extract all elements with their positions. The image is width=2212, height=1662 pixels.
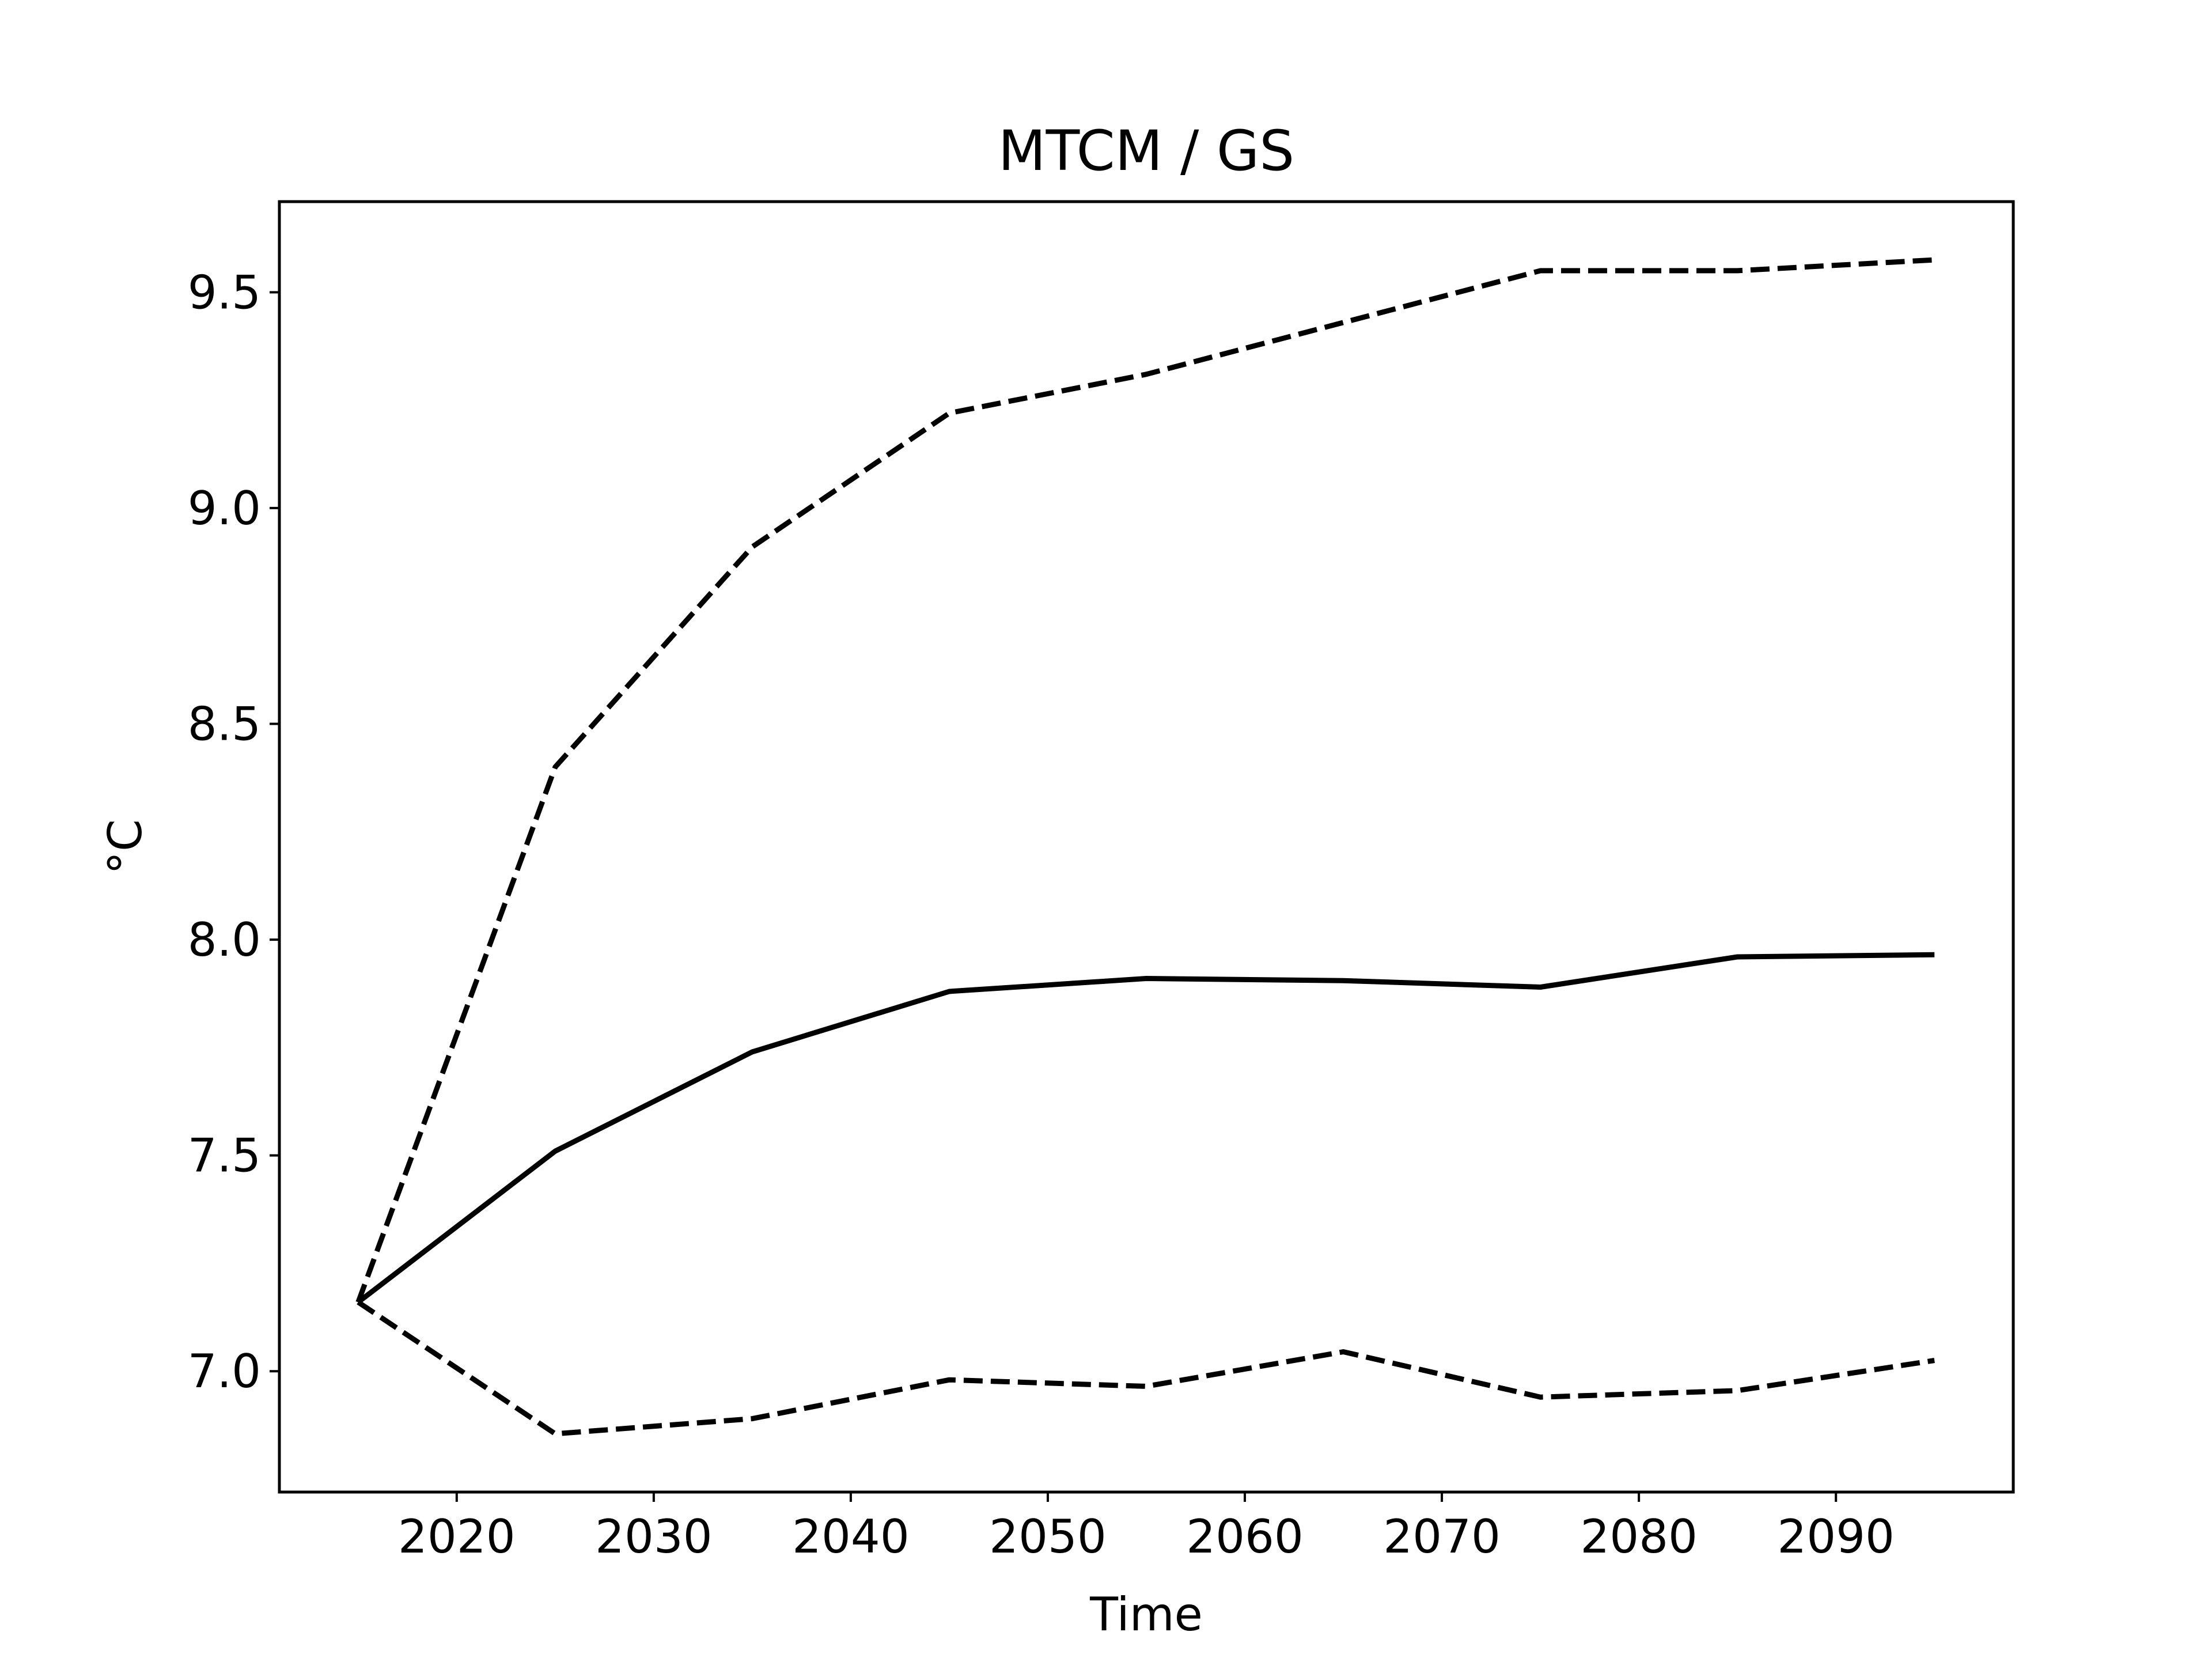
y-tick-label: 9.0 xyxy=(188,482,261,535)
x-tick-label: 2060 xyxy=(1186,1510,1304,1563)
series-line-2 xyxy=(355,257,1935,1303)
x-axis: 2020 2030 2040 2050 2060 2070 2080 2090 xyxy=(398,1492,1895,1563)
y-tick-label: 7.0 xyxy=(188,1345,261,1398)
x-tick-label: 2040 xyxy=(792,1510,910,1563)
x-tick-label: 2070 xyxy=(1383,1510,1501,1563)
chart-title: MTCM / GS xyxy=(998,119,1294,183)
x-tick-label: 2030 xyxy=(595,1510,713,1563)
y-tick-label: 7.5 xyxy=(188,1129,261,1183)
x-tick-label: 2080 xyxy=(1580,1510,1698,1563)
series-line-1 xyxy=(357,952,1935,1304)
x-tick-label: 2020 xyxy=(398,1510,516,1563)
x-axis-title: Time xyxy=(1089,1588,1203,1641)
y-tick-label: 8.0 xyxy=(188,913,261,967)
y-tick-label: 9.5 xyxy=(188,266,261,319)
y-axis: 7.0 7.5 8.0 8.5 9.0 9.5 xyxy=(188,266,279,1398)
x-tick-label: 2090 xyxy=(1777,1510,1895,1563)
plot-area xyxy=(355,257,1935,1437)
y-tick-label: 8.5 xyxy=(188,697,261,751)
y-axis-title: °C xyxy=(99,819,152,874)
x-tick-label: 2050 xyxy=(989,1510,1107,1563)
axes-frame xyxy=(278,200,2015,1494)
series-line-3 xyxy=(357,1300,1935,1437)
